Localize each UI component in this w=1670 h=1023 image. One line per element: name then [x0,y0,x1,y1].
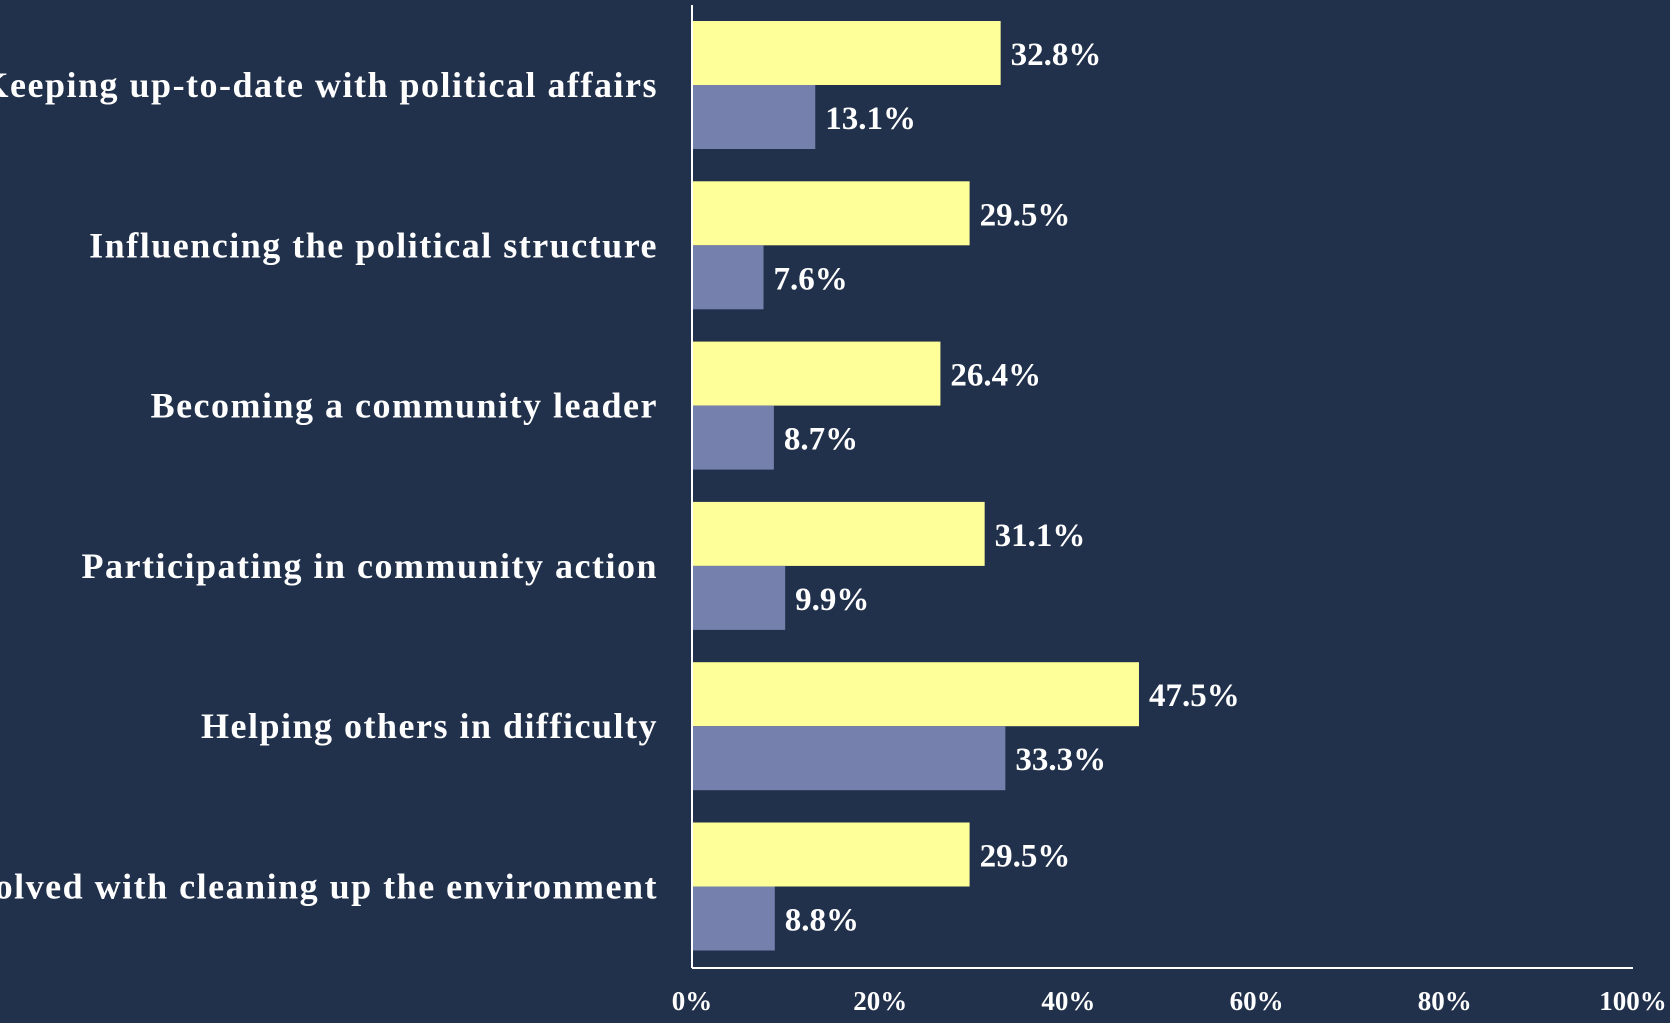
data-label-series2-4: 9.9% [795,582,869,618]
bar-series1-1 [692,21,1001,85]
data-label-series2-3: 8.7% [784,422,858,458]
category-label-6: Involved with cleaning up the environmen… [0,867,658,907]
category-label-2: Influencing the political structure [89,225,658,265]
x-tick-label-60: 60% [1230,986,1284,1016]
data-label-series2-1: 13.1% [825,101,916,137]
data-label-series2-6: 8.8% [785,903,859,939]
bar-series1-6 [692,822,970,887]
bar-series2-6 [692,886,775,951]
bar-series2-4 [692,565,786,630]
data-label-series2-2: 7.6% [774,261,848,297]
x-tick-label-0: 0% [672,986,713,1016]
bar-series1-2 [692,181,970,246]
data-label-series2-5: 33.3% [1015,742,1106,778]
category-label-5: Helping others in difficulty [201,706,658,746]
bar-series1-5 [692,662,1139,727]
x-tick-label-80: 80% [1418,986,1472,1016]
data-label-series1-3: 26.4% [950,358,1041,394]
bar-series2-1 [692,85,816,149]
category-label-1: Keeping up-to-date with political affair… [0,65,658,105]
bar-series1-3 [692,341,941,406]
bar-series2-5 [692,726,1006,791]
category-label-4: Participating in community action [82,546,658,586]
bar-series2-2 [692,245,764,310]
x-tick-label-100: 100% [1599,986,1667,1016]
data-label-series1-4: 31.1% [995,518,1086,554]
x-tick-label-40: 40% [1041,986,1095,1016]
bar-series2-3 [692,405,774,470]
data-label-series1-5: 47.5% [1149,678,1240,714]
data-label-series1-6: 29.5% [980,839,1071,875]
data-label-series1-1: 32.8% [1011,37,1102,73]
bar-series1-4 [692,501,985,566]
data-label-series1-2: 29.5% [980,197,1071,233]
x-tick-label-20: 20% [853,986,907,1016]
category-label-3: Becoming a community leader [151,386,658,426]
